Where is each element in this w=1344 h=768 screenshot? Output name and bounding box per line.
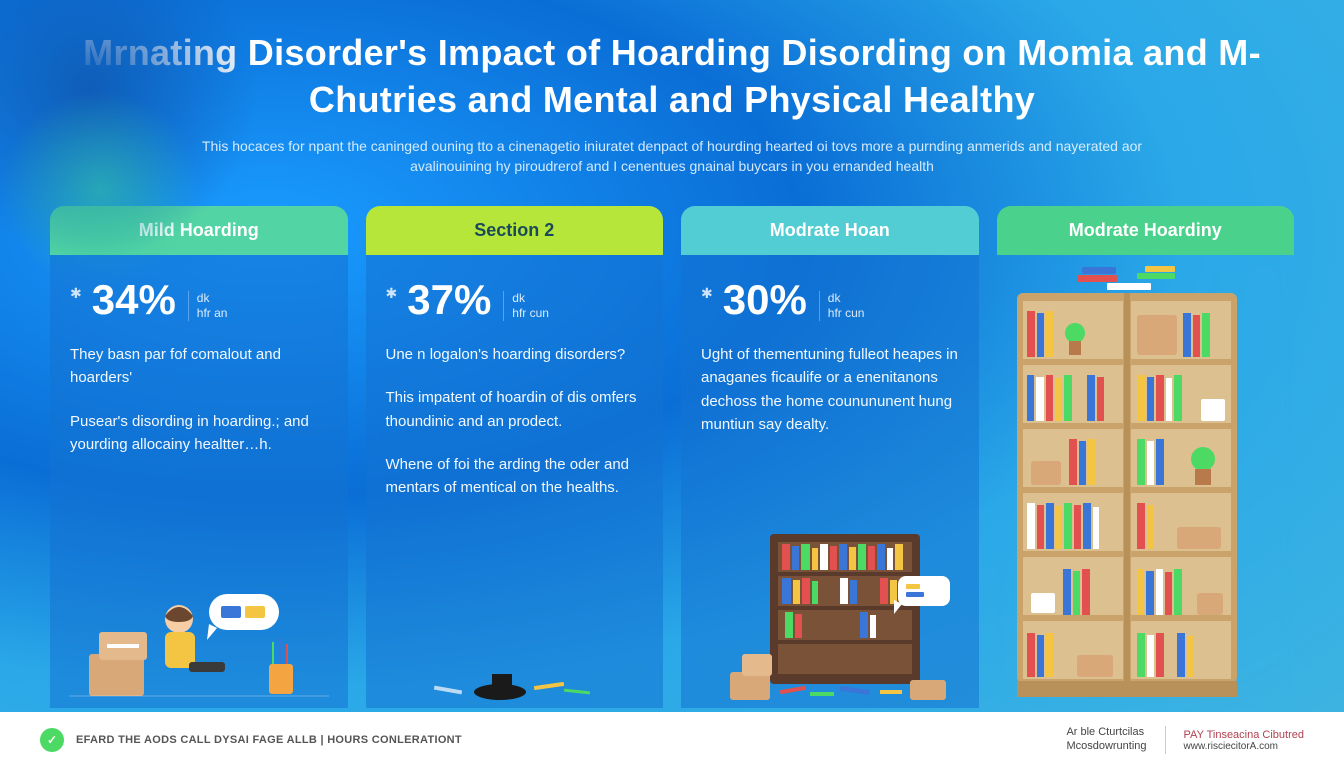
card-head: Modrate Hoan [681, 206, 979, 255]
card-para: Pusear's disording in hoarding.; and you… [70, 410, 328, 457]
card-body: ✱ 30% dkhfr cun Ught of thementuning ful… [681, 255, 979, 708]
check-icon: ✓ [40, 728, 64, 752]
asterisk-icon: ✱ [701, 285, 713, 302]
footer-brand-1: Ar ble Cturtcilas Mcosdowrunting [1066, 726, 1146, 754]
stat-sub: dkhfr an [188, 291, 228, 321]
card-head: Section 2 [366, 206, 664, 255]
asterisk-icon: ✱ [386, 285, 398, 302]
illustration-papers [366, 634, 664, 704]
stat-sub: dkhfr cun [503, 291, 549, 321]
card-row: Mild Hoarding ✱ 34% dkhfr an They basn p… [0, 186, 1344, 708]
card-para: Whene of foi the arding the oder and men… [386, 453, 644, 500]
card-para: They basn par fof comalout and hoarders' [70, 343, 328, 390]
illustration-tall-bookshelf [997, 263, 1257, 703]
card-head: Modrate Hoardiny [997, 206, 1295, 255]
divider [1165, 726, 1166, 754]
illustration-person-boxes [50, 564, 348, 704]
card-para: This impatent of hoardin of dis omfers t… [386, 386, 644, 433]
card-para: Ught of thementuning fulleot heapes in a… [701, 343, 959, 436]
card-para: Une n logalon's hoarding disorders? [386, 343, 644, 366]
footer-cta: EFARD THE AODS CALL DYSAI FAGE ALLB | HO… [76, 734, 462, 746]
stat: ✱ 37% dkhfr cun [386, 279, 644, 321]
stat: ✱ 34% dkhfr an [70, 279, 328, 321]
footer-brands: Ar ble Cturtcilas Mcosdowrunting PAY Tin… [1066, 726, 1304, 754]
brand2-url: www.risciecitorA.com [1184, 741, 1304, 752]
brand1-line1: Ar ble Cturtcilas [1066, 726, 1144, 738]
card-body: ✱ 37% dkhfr cun Une n logalon's hoarding… [366, 255, 664, 708]
illustration-small-bookshelf [681, 504, 979, 704]
footer-brand-2: PAY Tinseacina Cibutred www.risciecitorA… [1184, 729, 1304, 752]
card-body [997, 255, 1295, 708]
card-mild-hoarding: Mild Hoarding ✱ 34% dkhfr an They basn p… [50, 206, 348, 708]
stat: ✱ 30% dkhfr cun [701, 279, 959, 321]
card-moderate-hoan: Modrate Hoan ✱ 30% dkhfr cun Ught of the… [681, 206, 979, 708]
page-subtitle: This hocaces for npant the caninged ouni… [172, 136, 1172, 177]
stat-sub: dkhfr cun [819, 291, 865, 321]
stat-pct: 30% [723, 279, 807, 321]
card-body: ✱ 34% dkhfr an They basn par fof comalou… [50, 255, 348, 708]
asterisk-icon: ✱ [70, 285, 82, 302]
card-section-2: Section 2 ✱ 37% dkhfr cun Une n logalon'… [366, 206, 664, 708]
stat-pct: 37% [407, 279, 491, 321]
brand1-line2: Mcosdowrunting [1066, 740, 1146, 752]
brand2-line1: PAY Tinseacina Cibutred [1184, 729, 1304, 741]
footer: ✓ EFARD THE AODS CALL DYSAI FAGE ALLB | … [0, 712, 1344, 768]
stat-pct: 34% [92, 279, 176, 321]
card-moderate-hoardiny: Modrate Hoardiny [997, 206, 1295, 708]
